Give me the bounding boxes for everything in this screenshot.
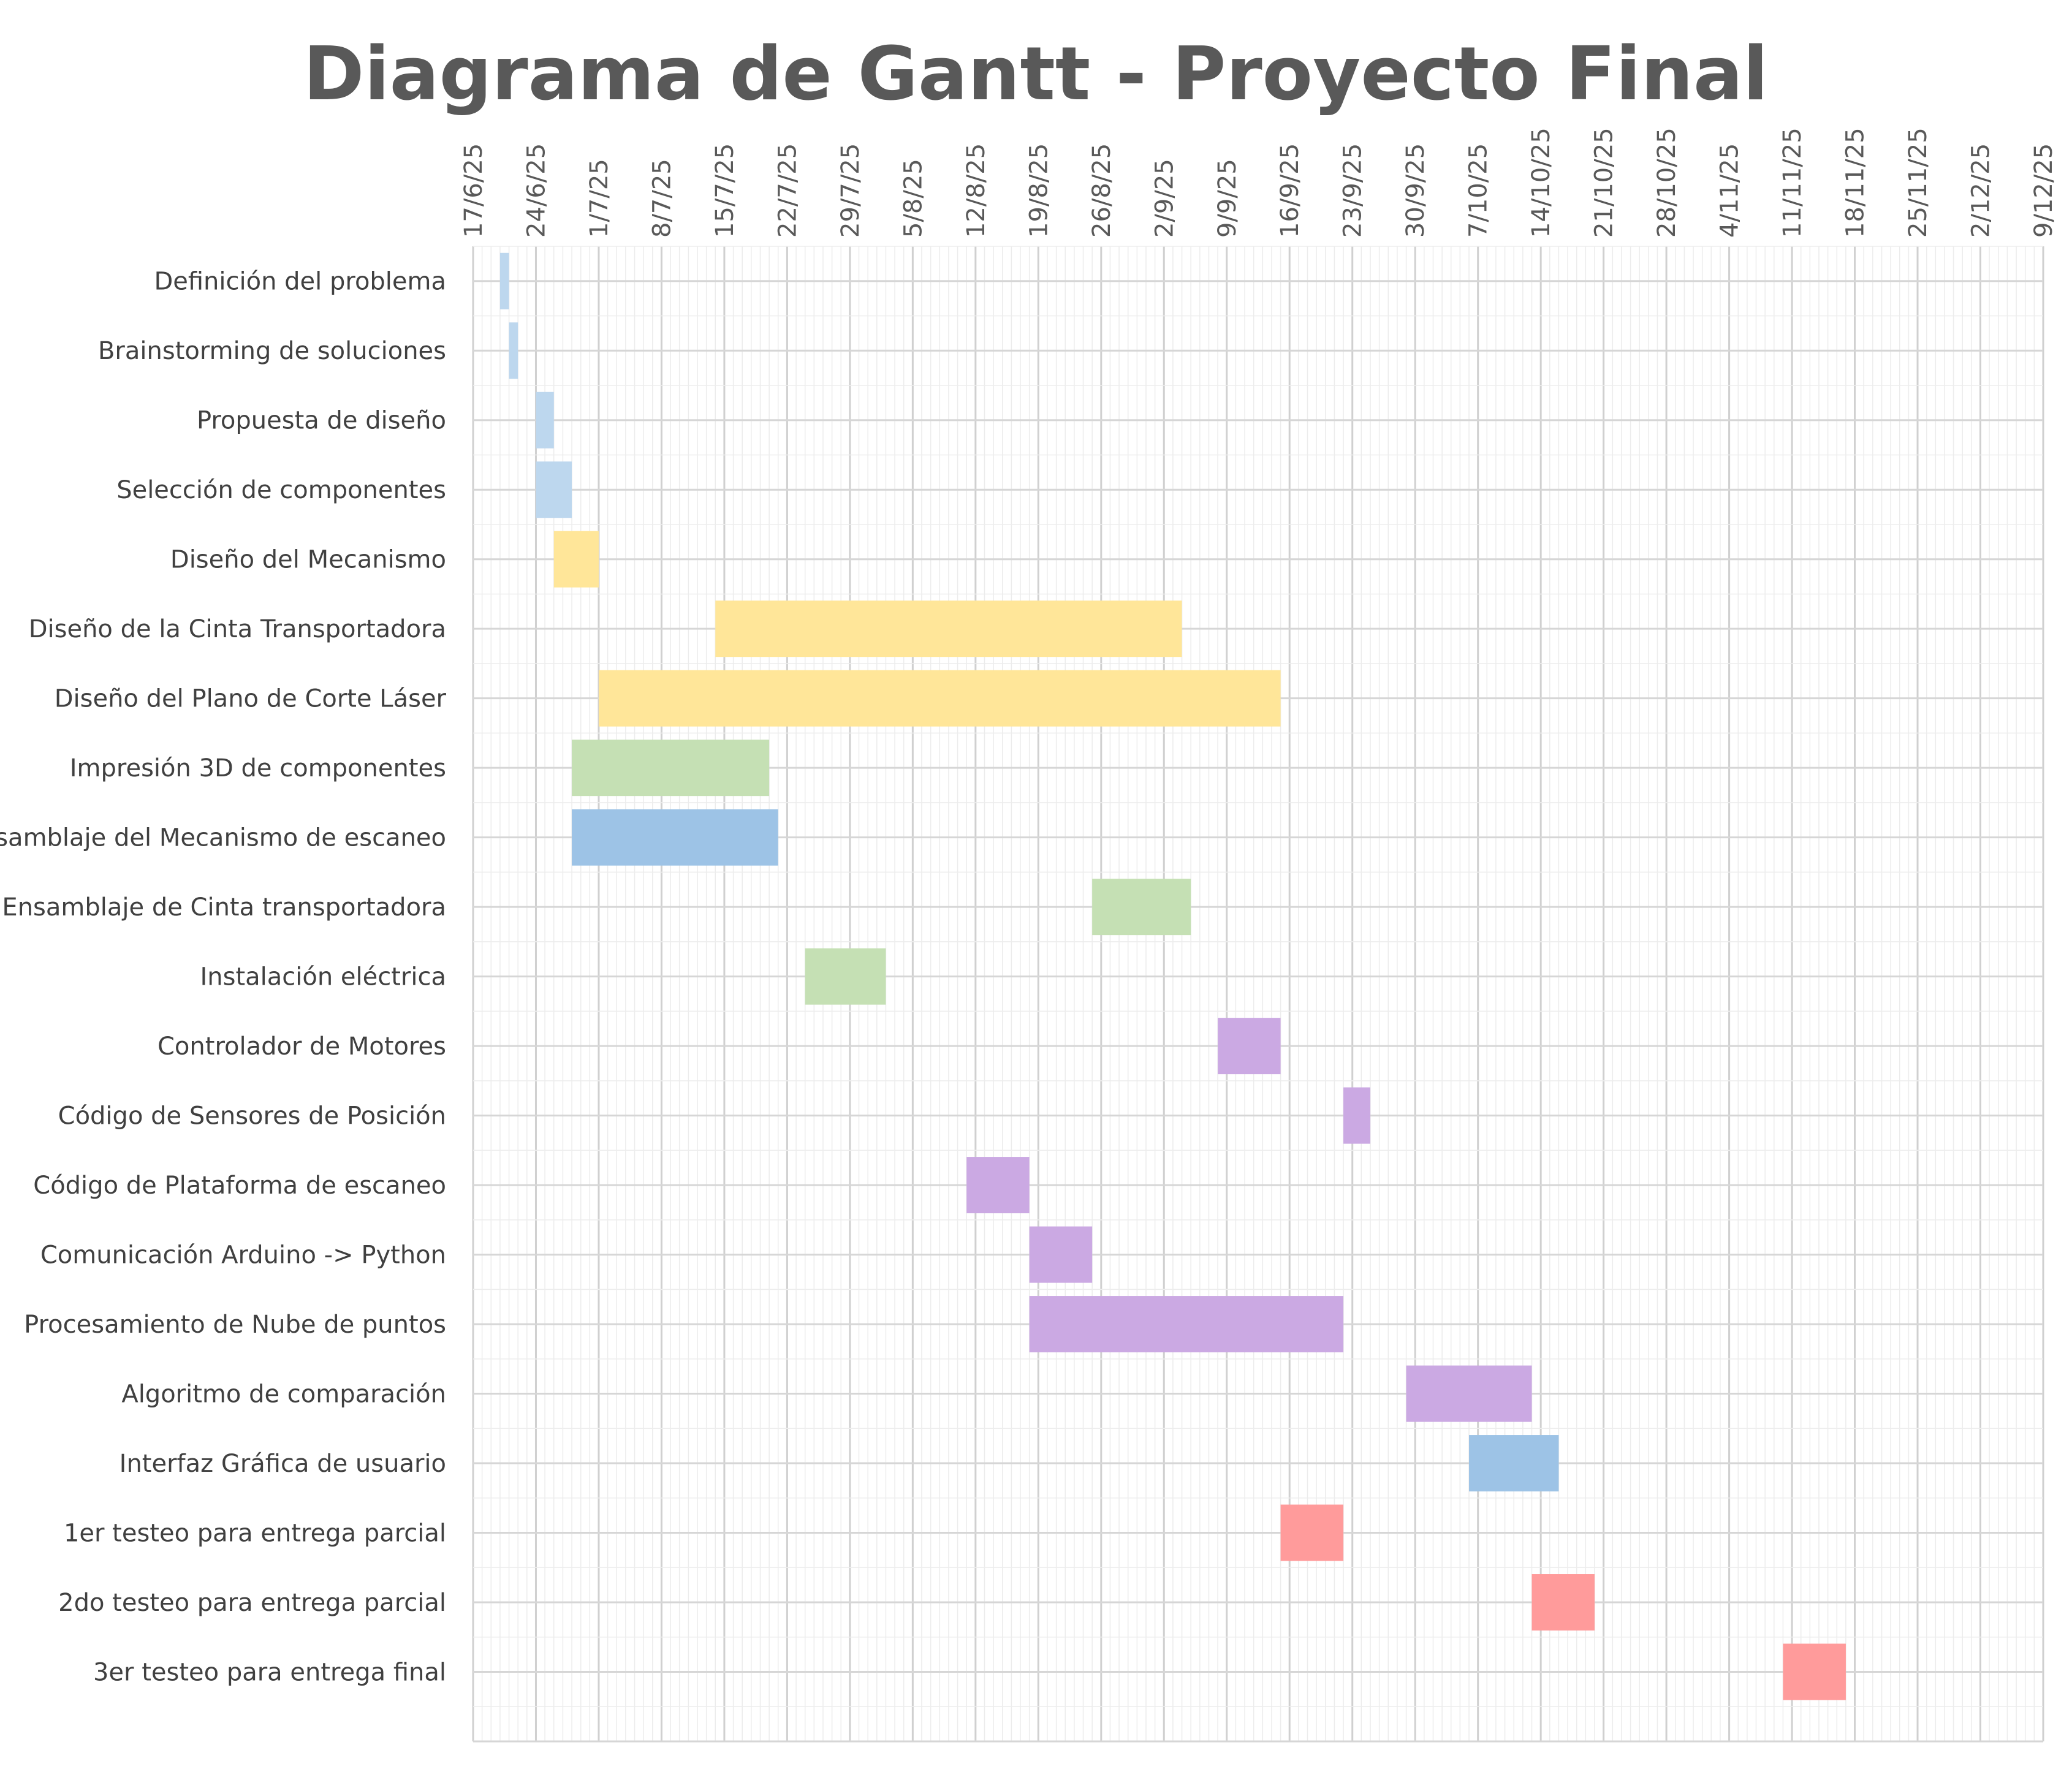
task-label: 1er testeo para entrega parcial	[64, 1520, 446, 1548]
task-label: Comunicación Arduino -> Python	[40, 1241, 446, 1270]
task-bar	[1280, 1504, 1344, 1561]
x-tick-label: 8/7/25	[648, 159, 676, 238]
x-tick-label: 19/8/25	[1025, 143, 1053, 238]
task-bar	[1783, 1643, 1846, 1700]
x-tick-label: 30/9/25	[1402, 143, 1430, 238]
x-tick-label: 23/9/25	[1339, 143, 1367, 238]
x-tick-label: 17/6/25	[460, 143, 488, 238]
task-label: Diseño del Mecanismo	[170, 546, 446, 574]
task-bar	[1531, 1574, 1595, 1631]
task-bar	[1218, 1018, 1281, 1075]
task-bar	[1406, 1365, 1532, 1422]
task-bar	[572, 809, 778, 866]
grid	[472, 246, 2044, 1743]
x-tick-label: 7/10/25	[1465, 143, 1493, 238]
x-tick-label: 14/10/25	[1527, 127, 1555, 238]
chart-title: Diagrama de Gantt - Proyecto Final	[303, 32, 1768, 117]
x-tick-label: 26/8/25	[1088, 143, 1116, 238]
task-labels: Definición del problema Brainstorming de …	[0, 268, 447, 1687]
x-tick-label: 18/11/25	[1842, 127, 1870, 238]
task-bar	[715, 600, 1182, 657]
x-tick-label: 12/8/25	[962, 143, 990, 238]
task-label: Impresión 3D de componentes	[70, 754, 446, 782]
task-label: Controlador de Motores	[157, 1032, 446, 1061]
x-tick-label: 22/7/25	[773, 143, 802, 238]
task-bar	[572, 740, 770, 797]
x-tick-label: 4/11/25	[1716, 143, 1744, 238]
x-tick-label: 9/9/25	[1213, 159, 1242, 238]
task-label: Código de Sensores de Posición	[58, 1102, 446, 1130]
task-label: Ensamblaje del Mecanismo de escaneo	[0, 824, 446, 852]
x-tick-label: 28/10/25	[1653, 127, 1681, 238]
task-bars	[499, 252, 1846, 1700]
task-bar	[805, 948, 886, 1005]
x-tick-label: 29/7/25	[837, 143, 865, 238]
task-label: Código de Plataforma de escaneo	[33, 1172, 446, 1200]
x-tick-label: 1/7/25	[585, 159, 613, 238]
x-tick-label: 2/12/25	[1967, 143, 1995, 238]
task-bar	[1343, 1087, 1370, 1144]
x-tick-label: 15/7/25	[711, 143, 739, 238]
task-label: Propuesta de diseño	[197, 407, 446, 435]
x-tick-label: 24/6/25	[522, 143, 550, 238]
task-label: Interfaz Gráfica de usuario	[120, 1450, 446, 1478]
task-label: 2do testeo para entrega parcial	[58, 1589, 446, 1617]
x-tick-label: 2/9/25	[1150, 159, 1178, 238]
task-label: Diseño del Plano de Corte Láser	[55, 685, 447, 713]
task-bar	[499, 252, 509, 309]
task-bar	[553, 531, 599, 588]
task-label: Algoritmo de comparación	[121, 1380, 446, 1409]
x-tick-label: 25/11/25	[1904, 127, 1932, 238]
task-bar	[1029, 1296, 1344, 1353]
x-tick-label: 16/9/25	[1276, 143, 1304, 238]
task-bar	[1092, 879, 1191, 936]
x-tick-label: 9/12/25	[2030, 143, 2058, 238]
task-bar	[536, 461, 572, 518]
task-label: 3er testeo para entrega final	[93, 1659, 446, 1687]
x-tick-label: 11/11/25	[1778, 127, 1807, 238]
task-bar	[598, 670, 1281, 727]
task-bar	[1029, 1226, 1093, 1283]
x-tick-label: 21/10/25	[1590, 127, 1619, 238]
task-bar	[509, 322, 518, 379]
task-label: Procesamiento de Nube de puntos	[24, 1311, 446, 1339]
task-label: Instalación eléctrica	[200, 963, 446, 991]
task-label: Selección de componentes	[116, 476, 446, 504]
task-bar	[536, 392, 554, 449]
task-label: Diseño de la Cinta Transportadora	[29, 615, 446, 643]
task-bar	[1469, 1435, 1559, 1492]
task-label: Brainstorming de soluciones	[98, 337, 446, 365]
task-bar	[966, 1157, 1030, 1214]
x-axis-tick-labels: 17/6/25 24/6/25 1/7/25 8/7/25 15/7/25 22/7/25…	[460, 127, 2058, 238]
task-label: Ensamblaje de Cinta transportadora	[2, 893, 446, 922]
x-tick-label: 5/8/25	[899, 159, 927, 238]
task-label: Definición del problema	[154, 268, 446, 296]
